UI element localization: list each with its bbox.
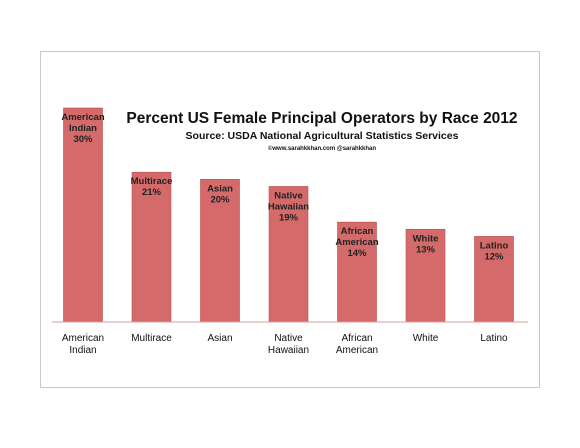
bar-0: [63, 107, 103, 323]
data-label-2: Asian 20%: [207, 183, 233, 205]
data-label-1: Multirace 21%: [131, 176, 173, 198]
x-tick-label-5: White: [413, 333, 439, 344]
x-tick-label-2: Asian: [207, 333, 232, 344]
bar-2: [200, 179, 240, 323]
chart-title: Percent US Female Principal Operators by…: [126, 110, 517, 127]
data-label-6: Latino 12%: [480, 240, 509, 262]
bar-1: [131, 171, 172, 323]
bars-layer: [63, 107, 514, 323]
data-label-0: American Indian 30%: [61, 112, 104, 145]
x-tick-labels: American Indian Multirace Asian Native Hawaii…: [62, 333, 508, 356]
chart-subtitle: Source: USDA National Agricultural Stati…: [186, 130, 459, 142]
bar-6: [474, 236, 514, 323]
x-tick-label-3: Native Hawaiian: [268, 333, 309, 356]
data-label-4: African American 14%: [335, 226, 378, 259]
x-tick-label-1: Multirace: [131, 333, 172, 344]
bar-4: [337, 221, 377, 323]
labels-layer: American Indian 30% Multirace 21% Asian 20% Nat…: [61, 112, 508, 262]
data-label-3: Native Hawaiian 19%: [268, 190, 309, 223]
x-tick-label-6: Latino: [480, 333, 508, 344]
x-tick-label-4: African American: [336, 333, 378, 356]
chart-credit: ©www.sarahkkhan.com @sarahkkhan: [268, 145, 376, 152]
x-tick-label-0: American Indian: [62, 333, 104, 356]
bar-3: [268, 186, 309, 323]
data-label-5: White 13%: [413, 233, 439, 255]
